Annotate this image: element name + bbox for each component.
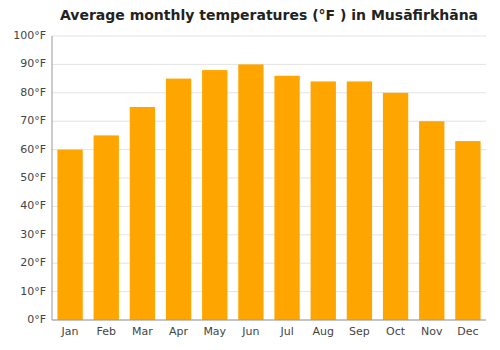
bar bbox=[166, 79, 191, 320]
y-tick-label: 70°F bbox=[20, 114, 46, 127]
bar bbox=[202, 70, 227, 320]
chart-container: Average monthly temperatures (°F ) in Mu… bbox=[0, 0, 500, 350]
bar bbox=[419, 121, 444, 320]
bar bbox=[274, 76, 299, 320]
y-tick-label: 0°F bbox=[27, 313, 46, 326]
x-tick-label: Aug bbox=[313, 325, 334, 338]
x-tick-label: Sep bbox=[349, 325, 370, 338]
bars bbox=[57, 64, 480, 320]
y-tick-label: 100°F bbox=[13, 29, 46, 42]
bar bbox=[238, 64, 263, 320]
bar bbox=[383, 93, 408, 320]
y-tick-labels: 0°F 10°F 20°F 30°F 40°F 50°F 60°F 70°F 80°F 90°F 1… bbox=[13, 29, 46, 326]
bar bbox=[94, 135, 119, 320]
y-tick-label: 20°F bbox=[20, 256, 46, 269]
y-tick-label: 30°F bbox=[20, 228, 46, 241]
x-tick-label: May bbox=[203, 325, 226, 338]
x-tick-label: Mar bbox=[132, 325, 153, 338]
bar bbox=[455, 141, 480, 320]
y-tick-label: 90°F bbox=[20, 57, 46, 70]
bar bbox=[130, 107, 155, 320]
x-axis-line bbox=[52, 320, 486, 321]
x-tick-labels: Jan Feb Mar Apr May Jun Jul Aug Sep Oct Nov Dec bbox=[61, 325, 479, 338]
chart-svg: Average monthly temperatures (°F ) in Mu… bbox=[0, 0, 500, 350]
x-tick-label: Jan bbox=[61, 325, 79, 338]
x-tick-label: Nov bbox=[421, 325, 443, 338]
y-tick-label: 10°F bbox=[20, 285, 46, 298]
x-tick-label: Jun bbox=[241, 325, 259, 338]
y-grid-line bbox=[52, 36, 486, 37]
y-grid-line bbox=[52, 320, 486, 321]
y-axis-line bbox=[52, 36, 53, 320]
x-tick-label: Oct bbox=[386, 325, 406, 338]
y-grid bbox=[52, 36, 486, 320]
y-tick-label: 40°F bbox=[20, 199, 46, 212]
x-tick-label: Feb bbox=[97, 325, 116, 338]
x-tick-label: Jul bbox=[279, 325, 293, 338]
y-tick-label: 80°F bbox=[20, 86, 46, 99]
x-tick-label: Apr bbox=[169, 325, 189, 338]
bar bbox=[347, 81, 372, 320]
bar bbox=[311, 81, 336, 320]
bar bbox=[57, 150, 82, 320]
y-tick-label: 50°F bbox=[20, 171, 46, 184]
y-tick-label: 60°F bbox=[20, 143, 46, 156]
y-grid-line bbox=[52, 92, 486, 93]
x-tick-label: Dec bbox=[457, 325, 478, 338]
chart-title: Average monthly temperatures (°F ) in Mu… bbox=[60, 7, 478, 23]
y-grid-line bbox=[52, 64, 486, 65]
